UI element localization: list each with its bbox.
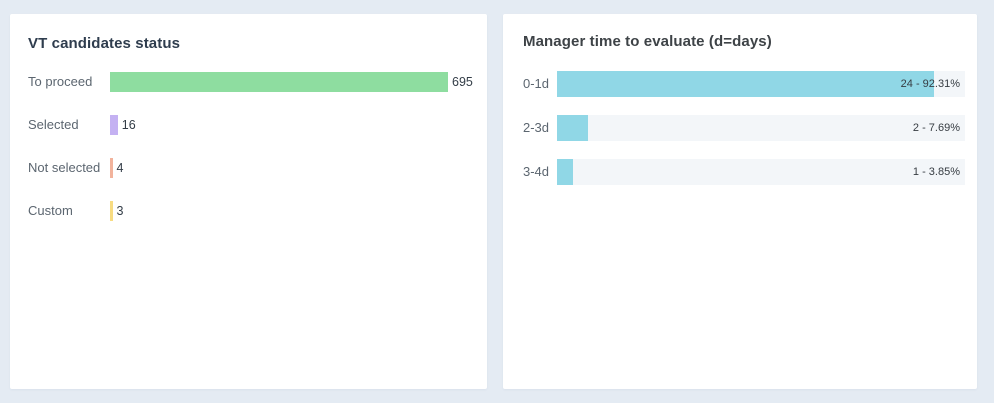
bar-row-to-proceed: To proceed 695: [28, 72, 487, 92]
bar-row-3-4d: 3-4d 1 - 3.85%: [523, 159, 977, 185]
panel-title-vt-candidates-status: VT candidates status: [28, 35, 181, 52]
manager-time-chart: 0-1d 24 - 92.31% 2-3d 2 - 7.69% 3-4d 1 -…: [523, 71, 977, 185]
bar-row-not-selected: Not selected 4: [28, 158, 487, 178]
bar-fill-not-selected[interactable]: [110, 158, 113, 178]
category-label: Selected: [28, 117, 79, 132]
bar-row-custom: Custom 3: [28, 201, 487, 221]
category-label: 2-3d: [523, 120, 550, 135]
bar-value-label: 3: [116, 204, 124, 218]
vt-candidates-chart: To proceed 695 Selected 16 Not selected …: [28, 72, 487, 221]
category-label: Custom: [28, 203, 73, 218]
bar-value-label: 4: [116, 161, 124, 175]
manager-time-to-evaluate-panel: Manager time to evaluate (d=days) 0-1d 2…: [503, 14, 977, 389]
bar-fill-3-4d[interactable]: [557, 159, 573, 185]
bar-value-label: 695: [452, 75, 473, 89]
vt-candidates-status-panel: VT candidates status To proceed 695 Sele…: [10, 14, 487, 389]
category-label: Not selected: [28, 160, 101, 175]
bar-value-label: 24 - 92.31%: [900, 78, 960, 90]
bar-value-label: 1 - 3.85%: [912, 166, 960, 178]
bar-value-label: 16: [121, 118, 136, 132]
bar-track: 2 - 7.69%: [557, 115, 965, 141]
bar-fill-to-proceed[interactable]: [110, 72, 448, 92]
category-label: 0-1d: [523, 76, 550, 91]
bar-fill-0-1d[interactable]: [557, 71, 934, 97]
category-label: To proceed: [28, 74, 93, 89]
bar-value-label: 2 - 7.69%: [912, 122, 960, 134]
bar-row-2-3d: 2-3d 2 - 7.69%: [523, 115, 977, 141]
panel-title-manager-time: Manager time to evaluate (d=days): [523, 33, 772, 50]
category-label: 3-4d: [523, 164, 550, 179]
bar-row-selected: Selected 16: [28, 115, 487, 135]
bar-row-0-1d: 0-1d 24 - 92.31%: [523, 71, 977, 97]
bar-track: 24 - 92.31%: [557, 71, 965, 97]
bar-fill-selected[interactable]: [110, 115, 118, 135]
bar-track: 1 - 3.85%: [557, 159, 965, 185]
bar-fill-2-3d[interactable]: [557, 115, 589, 141]
bar-fill-custom[interactable]: [110, 201, 113, 221]
